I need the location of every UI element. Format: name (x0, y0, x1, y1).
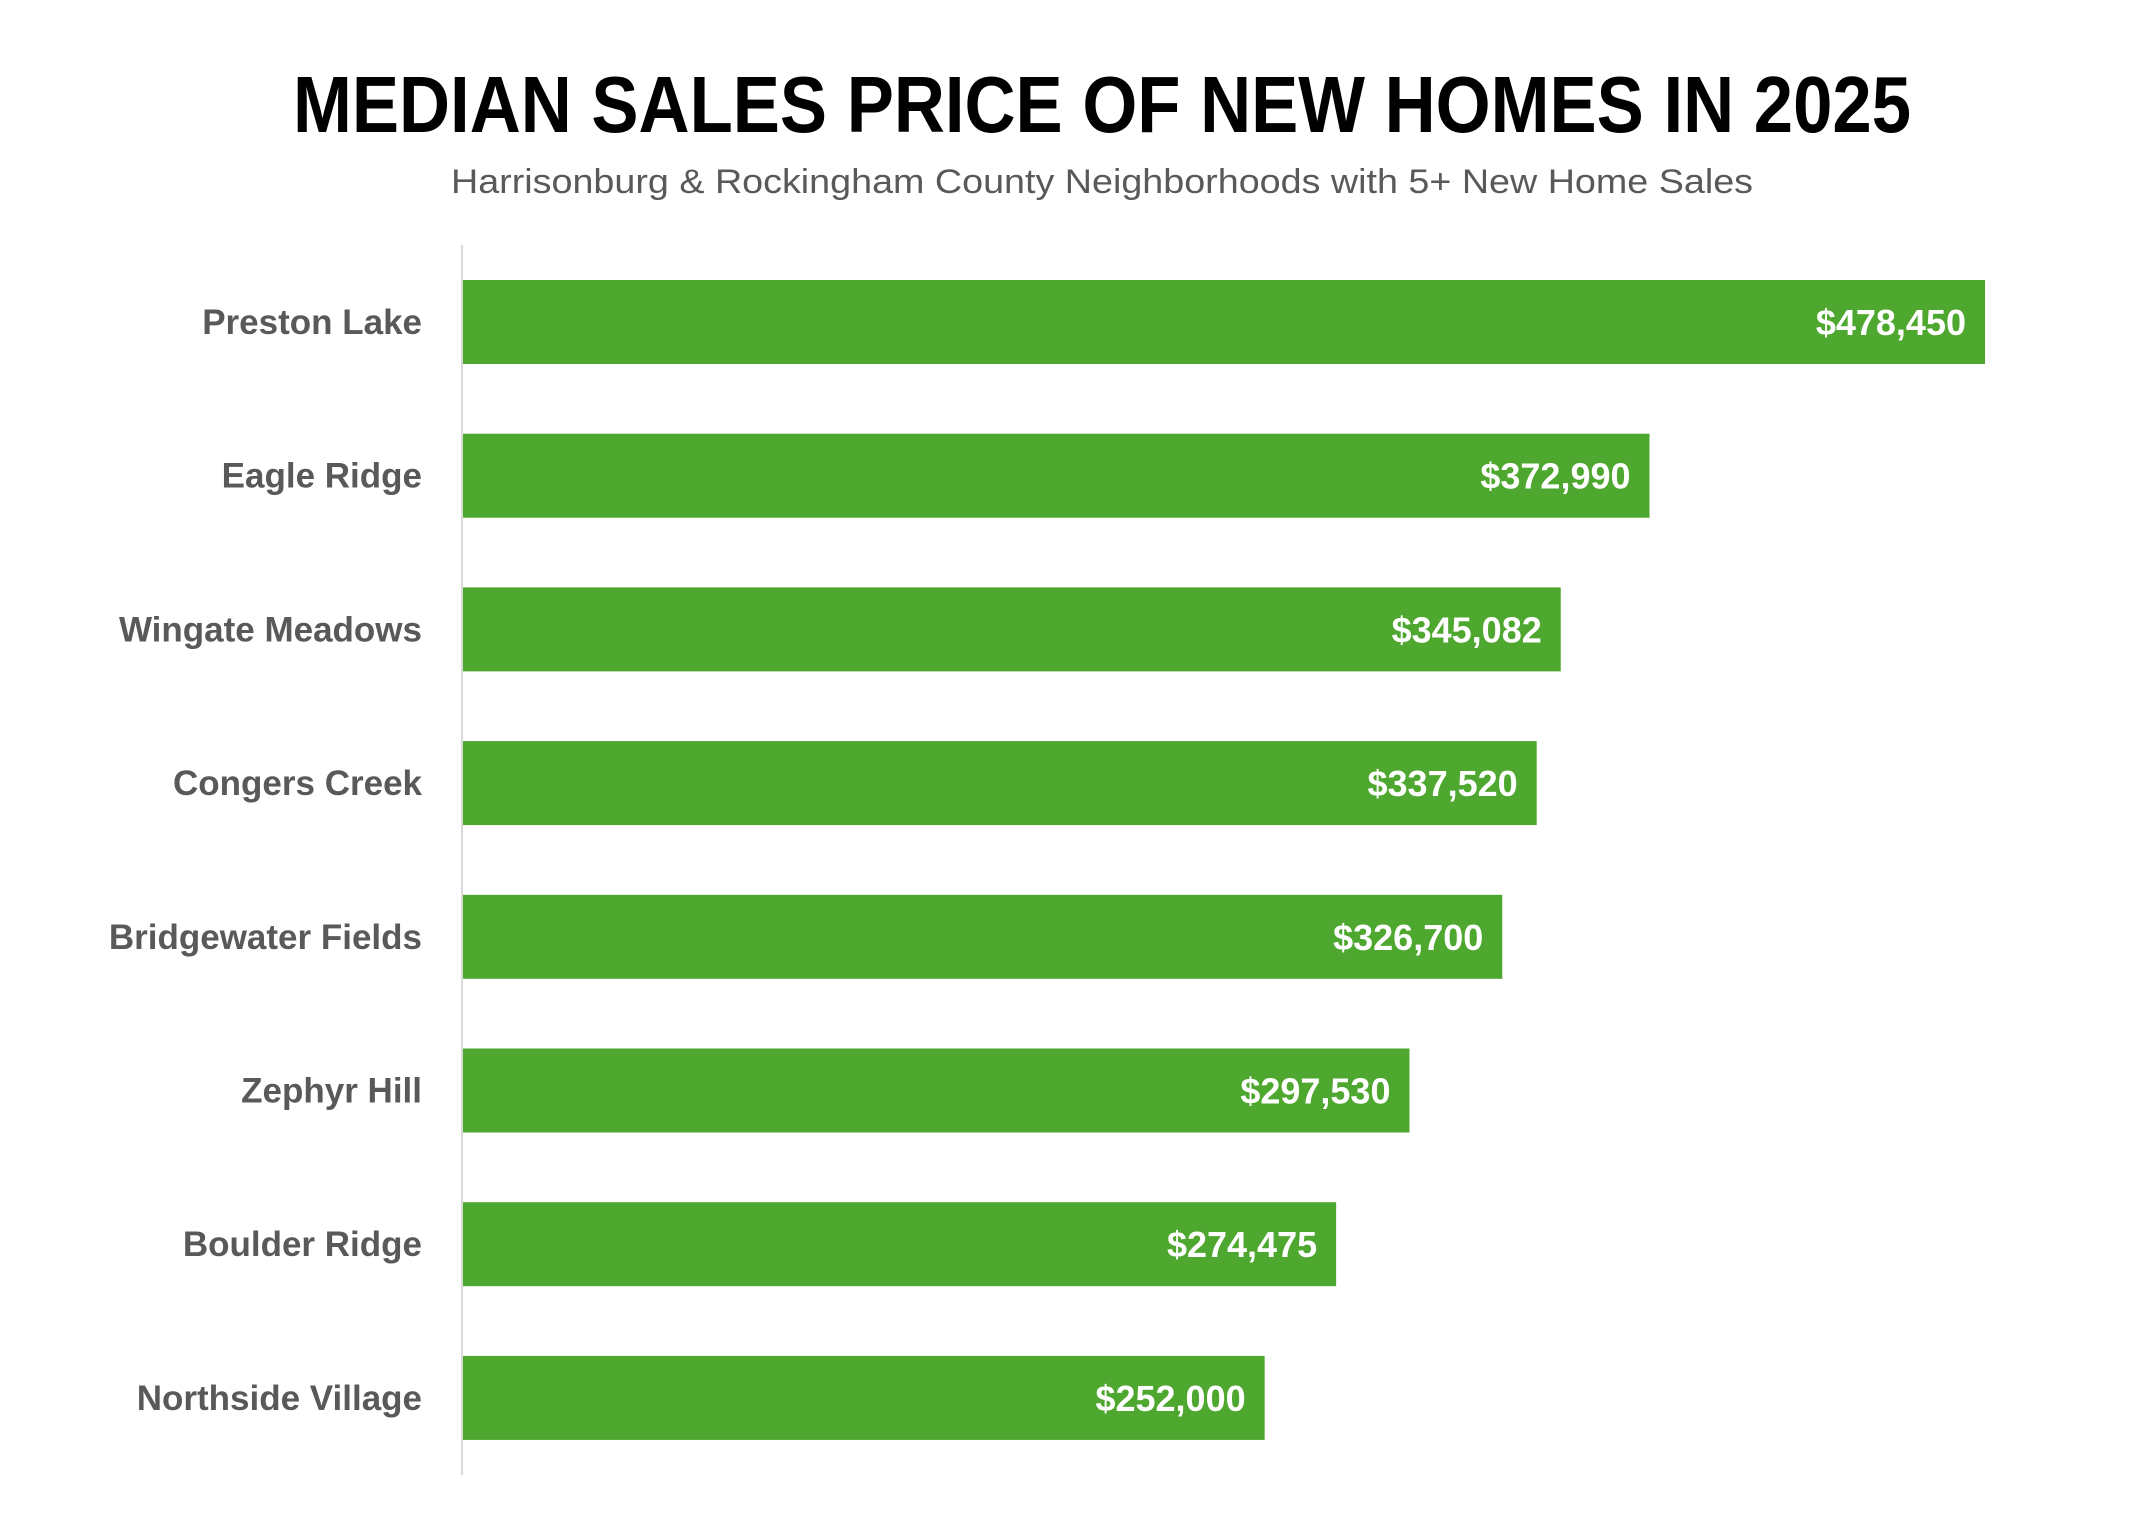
bar-preston-lake (463, 280, 1985, 364)
bar-zephyr-hill (463, 1048, 1410, 1133)
bar-congers-creek (463, 741, 1537, 826)
category-label: Eagle Ridge (222, 457, 422, 496)
data-label: $297,530 (1240, 1071, 1390, 1112)
chart-title: MEDIAN SALES PRICE OF NEW HOMES IN 2025 (293, 60, 1911, 149)
data-label: $252,000 (1095, 1378, 1245, 1419)
data-label: $337,520 (1368, 763, 1518, 804)
chart-subtitle: Harrisonburg & Rockingham County Neighbo… (451, 163, 1753, 201)
category-label: Wingate Meadows (119, 610, 422, 649)
category-label: Northside Village (137, 1379, 422, 1418)
category-label: Boulder Ridge (183, 1225, 422, 1264)
category-label: Zephyr Hill (241, 1072, 422, 1111)
data-label: $478,450 (1816, 302, 1966, 343)
bar-wingate-meadows (463, 587, 1561, 672)
bar-bridgewater-fields (463, 894, 1503, 979)
data-label: $326,700 (1333, 917, 1483, 958)
category-label: Preston Lake (202, 303, 422, 342)
category-label: Congers Creek (173, 764, 423, 803)
bars-group: Preston Lake $478,450 Eagle Ridge $372,990 W… (109, 280, 1985, 1440)
category-label: Bridgewater Fields (109, 918, 422, 957)
bar-boulder-ridge (463, 1202, 1337, 1287)
data-label: $274,475 (1167, 1224, 1317, 1265)
data-label: $372,990 (1480, 456, 1630, 497)
bar-northside-village (463, 1355, 1265, 1440)
bar-eagle-ridge (463, 433, 1650, 518)
data-label: $345,082 (1392, 609, 1542, 650)
